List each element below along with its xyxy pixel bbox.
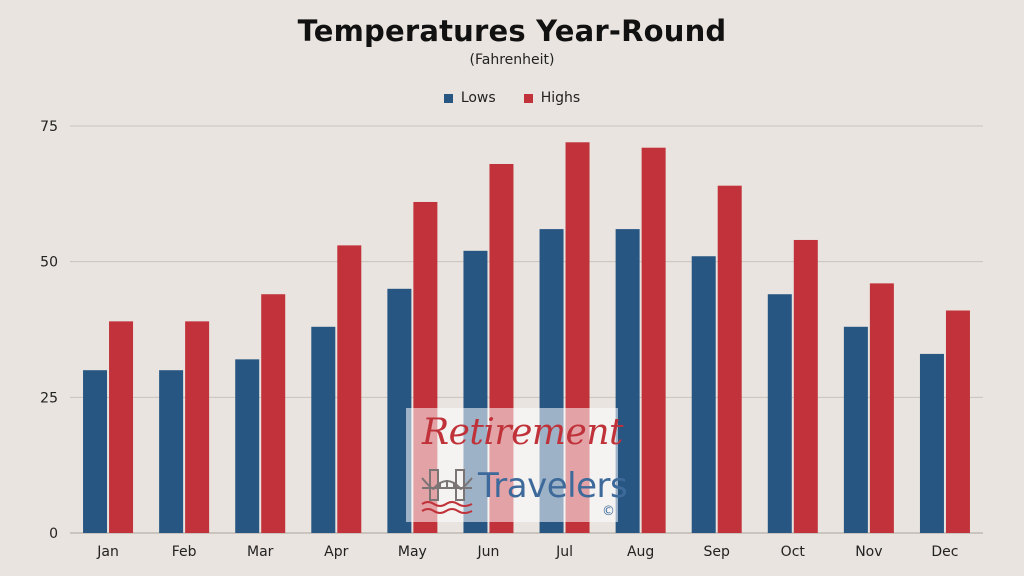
bar-highs-jan bbox=[109, 321, 134, 533]
x-tick-label: Jun bbox=[477, 544, 500, 560]
bar-lows-jan bbox=[83, 370, 108, 533]
y-tick-label: 25 bbox=[40, 390, 58, 406]
bar-lows-oct bbox=[767, 294, 792, 533]
watermark-line2: Travelers bbox=[478, 466, 628, 506]
bridge-icon bbox=[421, 469, 473, 514]
bar-lows-sep bbox=[691, 256, 716, 533]
x-tick-label: Oct bbox=[781, 544, 806, 560]
x-tick-label: Feb bbox=[172, 544, 197, 560]
x-tick-label: Dec bbox=[931, 544, 958, 560]
bar-highs-feb bbox=[185, 321, 210, 533]
legend-swatch-highs bbox=[523, 93, 533, 103]
watermark-logo: Retirement Travelers © bbox=[406, 408, 628, 522]
chart-subtitle: (Fahrenheit) bbox=[469, 52, 555, 68]
x-tick-label: Nov bbox=[855, 544, 882, 560]
bar-highs-oct bbox=[793, 239, 818, 533]
copyright-mark: © bbox=[602, 504, 615, 519]
legend-swatch-lows bbox=[443, 93, 453, 103]
bar-lows-mar bbox=[235, 359, 260, 533]
legend-item-lows: Lows bbox=[443, 90, 496, 106]
bar-highs-mar bbox=[261, 294, 286, 533]
x-tick-label: Apr bbox=[324, 544, 348, 560]
legend-label-highs: Highs bbox=[540, 90, 581, 106]
legend: Lows Highs bbox=[0, 90, 1024, 106]
y-tick-label: 75 bbox=[40, 119, 58, 135]
x-tick-label: Sep bbox=[704, 544, 731, 560]
x-tick-label: May bbox=[398, 544, 427, 560]
y-tick-label: 0 bbox=[49, 526, 58, 542]
bar-lows-dec bbox=[919, 353, 944, 533]
bar-lows-apr bbox=[311, 326, 336, 533]
chart-title: Temperatures Year-Round bbox=[297, 14, 727, 48]
y-tick-label: 50 bbox=[40, 255, 58, 271]
x-tick-label: Mar bbox=[247, 544, 274, 560]
bar-highs-dec bbox=[945, 310, 970, 533]
bar-highs-aug bbox=[641, 147, 666, 533]
bar-highs-sep bbox=[717, 185, 742, 533]
bar-highs-nov bbox=[869, 283, 894, 533]
x-tick-label: Aug bbox=[627, 544, 654, 560]
legend-label-lows: Lows bbox=[460, 90, 496, 106]
legend-item-highs: Highs bbox=[523, 90, 581, 106]
bar-lows-nov bbox=[843, 326, 868, 533]
x-tick-label: Jan bbox=[96, 544, 119, 560]
bar-lows-aug bbox=[615, 229, 640, 533]
watermark-line1: Retirement bbox=[422, 412, 624, 453]
x-tick-label: Jul bbox=[555, 544, 573, 560]
bar-highs-apr bbox=[337, 245, 362, 534]
bar-lows-feb bbox=[159, 370, 184, 533]
